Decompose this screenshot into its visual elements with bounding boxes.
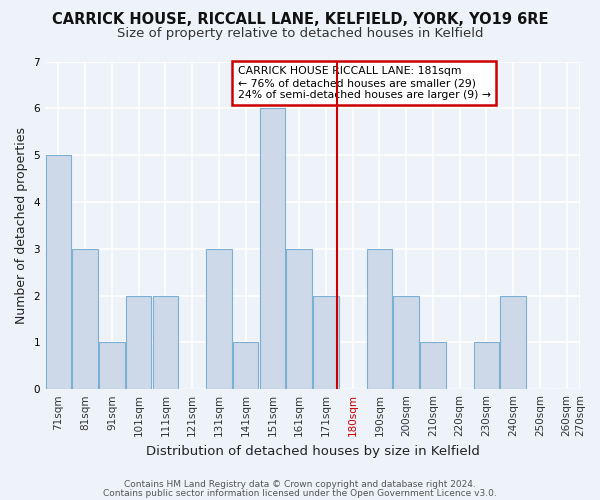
Bar (233, 342, 259, 389)
Bar (500, 296, 526, 389)
Bar (99, 342, 125, 389)
Bar (260, 108, 285, 389)
Bar (420, 342, 446, 389)
Bar (206, 248, 232, 389)
Text: CARRICK HOUSE RICCALL LANE: 181sqm
← 76% of detached houses are smaller (29)
24%: CARRICK HOUSE RICCALL LANE: 181sqm ← 76%… (238, 66, 491, 100)
Bar (367, 248, 392, 389)
Text: CARRICK HOUSE, RICCALL LANE, KELFIELD, YORK, YO19 6RE: CARRICK HOUSE, RICCALL LANE, KELFIELD, Y… (52, 12, 548, 28)
Bar (286, 248, 312, 389)
Bar (46, 155, 71, 389)
Bar (153, 296, 178, 389)
Bar (73, 248, 98, 389)
Bar (126, 296, 151, 389)
Text: Contains HM Land Registry data © Crown copyright and database right 2024.: Contains HM Land Registry data © Crown c… (124, 480, 476, 489)
Bar (313, 296, 338, 389)
Text: Contains public sector information licensed under the Open Government Licence v3: Contains public sector information licen… (103, 489, 497, 498)
Y-axis label: Number of detached properties: Number of detached properties (15, 127, 28, 324)
Bar (473, 342, 499, 389)
Bar (394, 296, 419, 389)
X-axis label: Distribution of detached houses by size in Kelfield: Distribution of detached houses by size … (146, 444, 479, 458)
Text: Size of property relative to detached houses in Kelfield: Size of property relative to detached ho… (117, 28, 483, 40)
